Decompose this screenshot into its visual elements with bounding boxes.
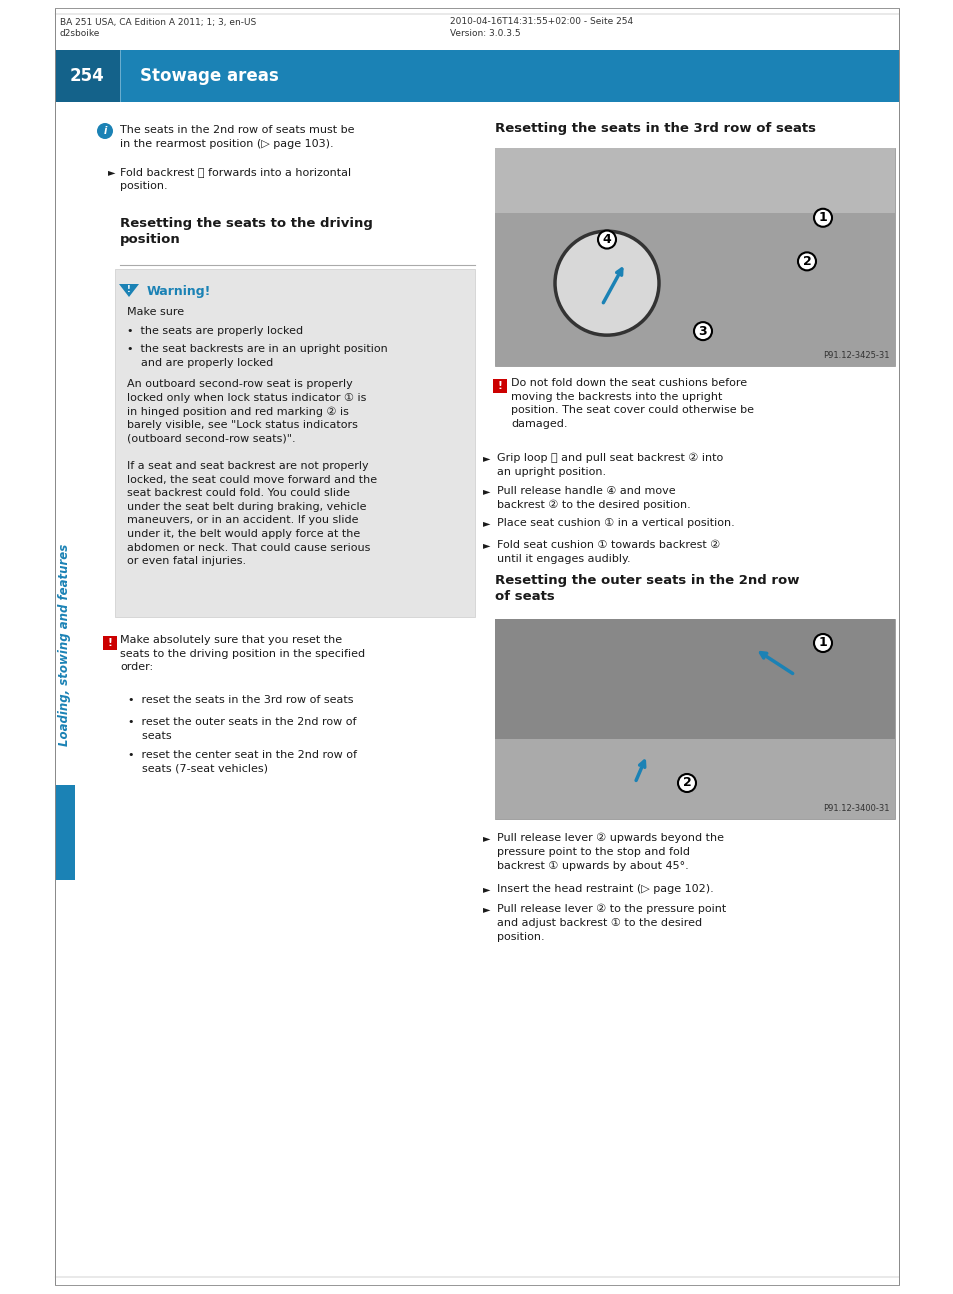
Text: Stowage areas: Stowage areas	[140, 67, 278, 85]
Text: Version: 3.0.3.5: Version: 3.0.3.5	[450, 30, 520, 39]
Text: Make sure: Make sure	[127, 307, 184, 317]
Text: !: !	[497, 380, 502, 391]
Bar	[55, 8, 898, 1285]
Text: i: i	[103, 126, 107, 136]
Polygon shape	[119, 283, 139, 298]
Text: An outboard second-row seat is properly
locked only when lock status indicator ①: An outboard second-row seat is properly …	[127, 379, 366, 444]
Text: •  reset the center seat in the 2nd row of
    seats (7-seat vehicles): • reset the center seat in the 2nd row o…	[128, 751, 356, 774]
Text: 2: 2	[801, 255, 810, 268]
Bar	[493, 379, 506, 393]
Text: Warning!: Warning!	[147, 285, 212, 298]
Text: ►: ►	[482, 833, 490, 842]
Bar	[495, 148, 894, 214]
Text: Pull release handle ④ and move
backrest ② to the desired position.: Pull release handle ④ and move backrest …	[497, 487, 690, 510]
Text: ►: ►	[482, 453, 490, 463]
Text: The seats in the 2nd row of seats must be
in the rearmost position (▷ page 103).: The seats in the 2nd row of seats must b…	[120, 126, 355, 149]
Circle shape	[555, 232, 659, 335]
Text: Fold backrest ⓢ forwards into a horizontal
position.: Fold backrest ⓢ forwards into a horizont…	[120, 167, 351, 192]
Text: ►: ►	[482, 884, 490, 894]
Text: ►: ►	[482, 905, 490, 914]
Text: •  the seats are properly locked: • the seats are properly locked	[127, 326, 303, 336]
Text: Place seat cushion ① in a vertical position.: Place seat cushion ① in a vertical posit…	[497, 518, 734, 528]
Text: ►: ►	[482, 487, 490, 496]
Bar	[55, 785, 75, 880]
Bar	[495, 619, 894, 819]
Text: d2sboike: d2sboike	[60, 30, 100, 39]
Text: 4: 4	[602, 233, 611, 246]
Circle shape	[97, 123, 112, 138]
Text: Do not fold down the seat cushions before
moving the backrests into the upright
: Do not fold down the seat cushions befor…	[511, 378, 753, 428]
Text: Insert the head restraint (▷ page 102).: Insert the head restraint (▷ page 102).	[497, 884, 713, 894]
Bar	[55, 50, 898, 102]
Text: P91.12-3400-31: P91.12-3400-31	[822, 804, 889, 813]
Bar	[495, 739, 894, 819]
Text: Pull release lever ② to the pressure point
and adjust backrest ① to the desired
: Pull release lever ② to the pressure poi…	[497, 905, 725, 942]
Text: Pull release lever ② upwards beyond the
pressure point to the stop and fold
back: Pull release lever ② upwards beyond the …	[497, 833, 723, 871]
Text: •  the seat backrests are in an upright position
    and are properly locked: • the seat backrests are in an upright p…	[127, 344, 387, 367]
Text: ►: ►	[482, 518, 490, 528]
Bar	[115, 269, 475, 617]
Text: Loading, stowing and features: Loading, stowing and features	[58, 543, 71, 747]
Text: !: !	[127, 285, 131, 294]
Text: 2: 2	[682, 776, 691, 789]
Text: BA 251 USA, CA Edition A 2011; 1; 3, en-US: BA 251 USA, CA Edition A 2011; 1; 3, en-…	[60, 18, 256, 26]
Text: •  reset the seats in the 3rd row of seats: • reset the seats in the 3rd row of seat…	[128, 695, 354, 705]
Text: Resetting the outer seats in the 2nd row
of seats: Resetting the outer seats in the 2nd row…	[495, 575, 799, 603]
Text: 1: 1	[818, 211, 826, 224]
Text: ►: ►	[108, 167, 115, 177]
Text: P91.12-3425-31: P91.12-3425-31	[822, 351, 889, 360]
Bar	[495, 214, 894, 366]
Bar	[495, 619, 894, 739]
Bar	[495, 148, 894, 366]
Text: Resetting the seats in the 3rd row of seats: Resetting the seats in the 3rd row of se…	[495, 122, 815, 135]
Text: 254: 254	[70, 67, 104, 85]
Text: 3: 3	[698, 325, 706, 338]
Text: ►: ►	[482, 540, 490, 550]
Bar	[103, 635, 117, 650]
Text: Fold seat cushion ① towards backrest ②
until it engages audibly.: Fold seat cushion ① towards backrest ② u…	[497, 540, 720, 564]
Text: 1: 1	[818, 637, 826, 650]
Text: Resetting the seats to the driving
position: Resetting the seats to the driving posit…	[120, 217, 373, 246]
Text: Make absolutely sure that you reset the
seats to the driving position in the spe: Make absolutely sure that you reset the …	[120, 635, 365, 672]
Text: •  reset the outer seats in the 2nd row of
    seats: • reset the outer seats in the 2nd row o…	[128, 717, 356, 740]
Text: 2010-04-16T14:31:55+02:00 - Seite 254: 2010-04-16T14:31:55+02:00 - Seite 254	[450, 18, 633, 26]
Text: If a seat and seat backrest are not properly
locked, the seat could move forward: If a seat and seat backrest are not prop…	[127, 461, 376, 567]
Text: !: !	[108, 638, 112, 648]
Text: Grip loop ⓢ and pull seat backrest ② into
an upright position.: Grip loop ⓢ and pull seat backrest ② int…	[497, 453, 722, 477]
Bar	[55, 50, 120, 102]
